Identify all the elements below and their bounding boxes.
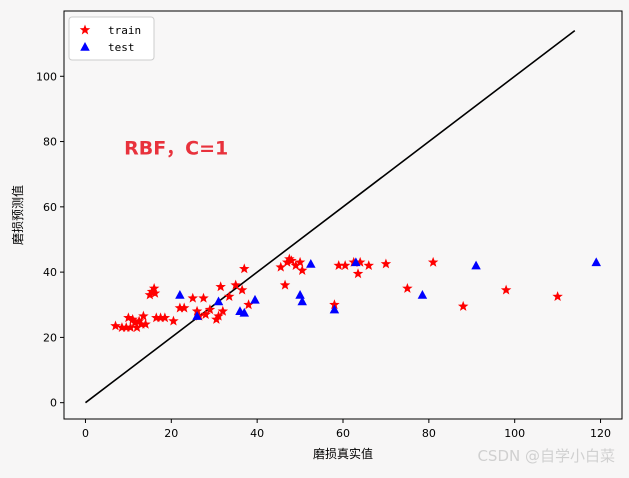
train-point xyxy=(213,310,224,321)
y-tick-label: 80 xyxy=(43,136,57,149)
train-point xyxy=(129,317,141,328)
test-point xyxy=(175,289,185,299)
train-point xyxy=(380,258,392,269)
train-point xyxy=(215,281,226,292)
train-point xyxy=(136,318,147,329)
x-tick-label: 20 xyxy=(164,427,178,440)
legend: train test xyxy=(68,16,155,61)
test-point xyxy=(250,294,260,304)
test-point xyxy=(329,304,340,314)
legend-test-label: test xyxy=(108,41,135,54)
train-point xyxy=(127,313,138,324)
train-point xyxy=(204,304,216,315)
test-point xyxy=(213,296,224,306)
plot-area xyxy=(63,10,623,420)
train-point xyxy=(339,260,351,271)
train-point xyxy=(286,255,297,266)
legend-train-marker xyxy=(79,24,91,35)
y-tick-label: 20 xyxy=(43,331,57,344)
train-point xyxy=(500,284,512,295)
test-point xyxy=(192,311,202,320)
test-point xyxy=(295,289,305,299)
x-tick-label: 100 xyxy=(504,427,525,440)
train-point xyxy=(329,299,340,310)
train-point xyxy=(131,322,143,333)
train-point xyxy=(354,256,366,267)
train-point xyxy=(236,284,248,295)
y-tick-label: 100 xyxy=(36,70,57,83)
test-point xyxy=(417,289,428,299)
test-point xyxy=(351,257,361,267)
x-tick-label: 0 xyxy=(82,427,89,440)
x-axis-label: 磨损真实值 xyxy=(313,446,373,461)
train-point xyxy=(178,302,190,313)
train-point xyxy=(198,292,209,303)
train-point xyxy=(224,291,235,302)
x-tick-label: 120 xyxy=(590,427,611,440)
train-point xyxy=(121,322,132,333)
train-point xyxy=(174,302,186,313)
train-point xyxy=(402,282,413,293)
train-point xyxy=(552,291,563,302)
train-point xyxy=(217,305,229,316)
train-point xyxy=(191,305,203,316)
x-tick-label: 40 xyxy=(250,427,264,440)
model-annotation: RBF，C=1 xyxy=(124,138,228,160)
train-point xyxy=(187,292,198,303)
train-point xyxy=(151,312,162,323)
train-point xyxy=(159,312,171,323)
train-point xyxy=(138,310,149,321)
train-point xyxy=(275,261,286,272)
train-point xyxy=(155,312,166,323)
y-tick-label: 0 xyxy=(50,397,57,410)
train-point xyxy=(149,287,161,298)
train-point xyxy=(243,299,254,310)
legend-train-label: train xyxy=(108,24,141,37)
train-point xyxy=(457,300,469,311)
y-tick-label: 40 xyxy=(43,266,57,279)
train-point xyxy=(200,309,211,319)
train-point xyxy=(284,253,295,264)
train-point xyxy=(123,312,134,323)
test-point xyxy=(471,260,481,270)
train-point xyxy=(168,315,179,326)
train-point xyxy=(294,256,306,267)
legend-test-marker xyxy=(80,42,90,51)
x-tick-label: 60 xyxy=(336,427,350,440)
legend-box xyxy=(68,16,155,61)
watermark: CSDN @自学小白菜 xyxy=(477,447,615,465)
train-point xyxy=(296,264,308,275)
train-point xyxy=(290,260,302,271)
train-point xyxy=(140,318,151,329)
train-point xyxy=(116,322,128,333)
reference-line xyxy=(84,29,576,404)
train-point xyxy=(230,279,241,290)
train-point xyxy=(133,315,145,326)
train-point xyxy=(427,256,439,267)
test-point xyxy=(239,307,250,317)
train-point xyxy=(125,322,136,333)
y-tick-label: 60 xyxy=(43,201,57,214)
train-point xyxy=(352,268,364,279)
test-point xyxy=(306,258,316,268)
train-point xyxy=(239,263,250,274)
train-point xyxy=(363,260,374,271)
train-point xyxy=(110,320,121,331)
test-point xyxy=(297,296,307,306)
train-point xyxy=(333,260,344,271)
x-tick-label: 80 xyxy=(422,427,436,440)
train-point xyxy=(279,279,291,290)
y-axis-label: 磨损预测值 xyxy=(10,185,25,245)
test-point xyxy=(591,257,601,267)
train-point xyxy=(148,282,160,293)
